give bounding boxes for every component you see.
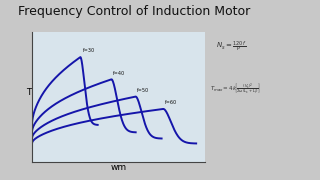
X-axis label: wm: wm	[110, 163, 126, 172]
Text: $T_{max} = 4k\!\left[\frac{(V_s)^2}{2\omega(L_s + L_r^{\prime})}\right]$: $T_{max} = 4k\!\left[\frac{(V_s)^2}{2\om…	[210, 81, 260, 97]
Text: f=50: f=50	[137, 88, 149, 93]
Text: $N_s = \frac{120\,f}{P}$: $N_s = \frac{120\,f}{P}$	[216, 40, 247, 54]
Text: f=30: f=30	[83, 48, 95, 53]
Text: Frequency Control of Induction Motor: Frequency Control of Induction Motor	[18, 5, 251, 18]
Text: f=60: f=60	[165, 100, 177, 105]
Y-axis label: T: T	[27, 88, 32, 97]
Text: f=40: f=40	[113, 71, 125, 76]
